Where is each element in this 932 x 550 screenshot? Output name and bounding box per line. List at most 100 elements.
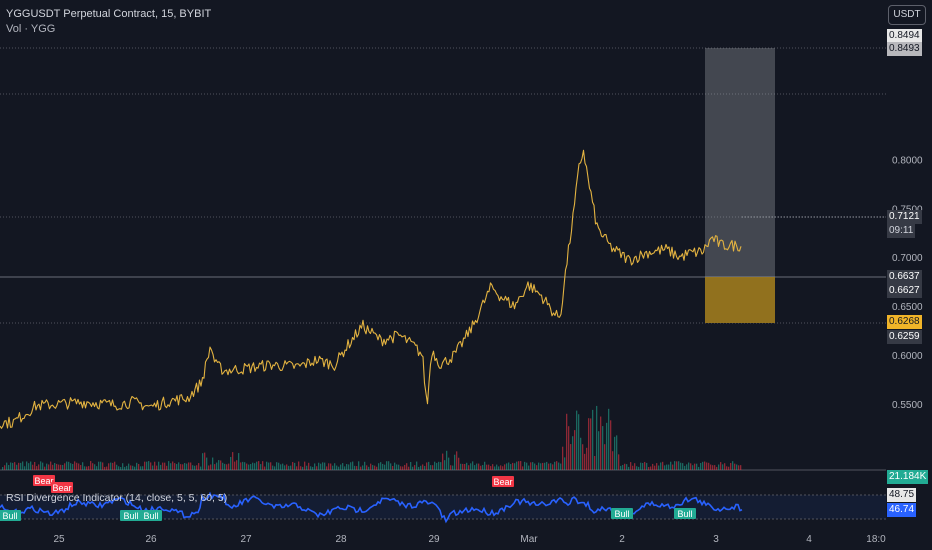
volume-bar: [56, 463, 58, 470]
volume-indicator-label[interactable]: Vol · YGG: [6, 23, 56, 35]
volume-bar: [170, 463, 172, 470]
volume-bar: [124, 466, 126, 470]
volume-bar: [642, 462, 644, 470]
volume-bar: [422, 464, 424, 470]
y-tick-label: 0.7000: [892, 253, 923, 264]
volume-bar: [556, 461, 558, 470]
volume-bar: [234, 461, 236, 470]
volume-bar: [360, 466, 362, 470]
volume-bar: [674, 461, 676, 470]
volume-bar: [188, 462, 190, 470]
volume-bar: [708, 462, 710, 470]
volume-bar: [666, 464, 668, 470]
volume-bar: [672, 464, 674, 470]
rsi-signal-label: Bull: [123, 511, 138, 521]
volume-bar: [84, 466, 86, 470]
volume-bar: [738, 465, 740, 470]
volume-bar: [710, 464, 712, 470]
volume-bar: [198, 463, 200, 470]
volume-bar: [86, 466, 88, 470]
volume-bar: [414, 465, 416, 470]
volume-bar: [406, 463, 408, 470]
volume-bar: [76, 462, 78, 470]
volume-bar: [350, 462, 352, 470]
volume-bar: [590, 418, 592, 470]
volume-bar: [192, 465, 194, 470]
volume-bar: [382, 463, 384, 470]
volume-bar: [278, 462, 280, 470]
volume-bar: [152, 465, 154, 470]
volume-bar: [604, 444, 606, 470]
currency-button[interactable]: USDT: [888, 5, 926, 25]
volume-bar: [96, 466, 98, 470]
volume-bar: [6, 462, 8, 470]
volume-bar: [58, 464, 60, 470]
volume-bar: [524, 461, 526, 470]
volume-bar: [258, 461, 260, 470]
target-top-price-label: 0.8494: [887, 29, 922, 43]
volume-bar: [50, 461, 52, 470]
volume-bar: [632, 465, 634, 470]
volume-bar: [244, 462, 246, 470]
volume-bar: [274, 466, 276, 470]
volume-bar: [178, 462, 180, 470]
volume-bar: [248, 464, 250, 470]
volume-bar: [10, 462, 12, 470]
volume-bar: [400, 466, 402, 470]
volume-bar: [608, 408, 610, 470]
volume-bar: [450, 465, 452, 470]
volume-bar: [4, 465, 6, 470]
volume-bar: [550, 463, 552, 470]
volume-bar: [554, 461, 556, 470]
volume-bar: [552, 464, 554, 470]
volume-bar: [74, 461, 76, 470]
volume-bar: [494, 466, 496, 470]
chart-header: YGGUSDT Perpetual Contract, 15, BYBIT Vo…: [6, 7, 211, 37]
volume-bar: [118, 466, 120, 470]
x-tick-label: 25: [53, 534, 65, 545]
volume-bar: [212, 457, 214, 470]
volume-bar: [502, 466, 504, 470]
volume-bar: [292, 462, 294, 470]
symbol-title[interactable]: YGGUSDT Perpetual Contract, 15, BYBIT: [6, 8, 212, 20]
volume-bar: [98, 461, 100, 470]
volume-bar: [688, 462, 690, 470]
volume-bar: [380, 462, 382, 470]
volume-bar: [514, 463, 516, 470]
volume-bar: [528, 465, 530, 470]
volume-bar: [18, 462, 20, 470]
volume-bar: [538, 462, 540, 470]
volume-bar: [30, 461, 32, 470]
countdown-label: 09:11: [887, 224, 916, 238]
volume-bar: [516, 461, 518, 470]
volume-bar: [94, 464, 96, 470]
volume-bar: [606, 422, 608, 470]
volume-bar: [490, 466, 492, 470]
rsi-signal-bear: [492, 476, 514, 487]
volume-bar: [616, 435, 618, 470]
volume-bar: [276, 462, 278, 470]
volume-bar: [636, 466, 638, 470]
rsi-indicator-title[interactable]: RSI Divergence Indicator (14, close, 5, …: [6, 492, 228, 504]
volume-bar: [544, 462, 546, 470]
volume-bar: [536, 465, 538, 470]
volume-bar: [2, 466, 4, 470]
volume-bar: [154, 461, 156, 470]
volume-bar: [466, 462, 468, 470]
volume-bar: [236, 460, 238, 470]
volume-bar: [546, 461, 548, 470]
volume-bar: [70, 463, 72, 470]
volume-bar: [238, 453, 240, 470]
volume-bar: [306, 465, 308, 470]
rsi-value-b-label: 46.74: [887, 503, 917, 517]
volume-bar: [134, 466, 136, 470]
volume-bar: [680, 462, 682, 470]
volume-bar: [206, 457, 208, 470]
volume-bar: [138, 464, 140, 470]
volume-bar: [116, 464, 118, 470]
volume-bar: [398, 464, 400, 470]
volume-bar: [172, 461, 174, 470]
volume-bar: [396, 464, 398, 470]
volume-bar: [652, 463, 654, 470]
